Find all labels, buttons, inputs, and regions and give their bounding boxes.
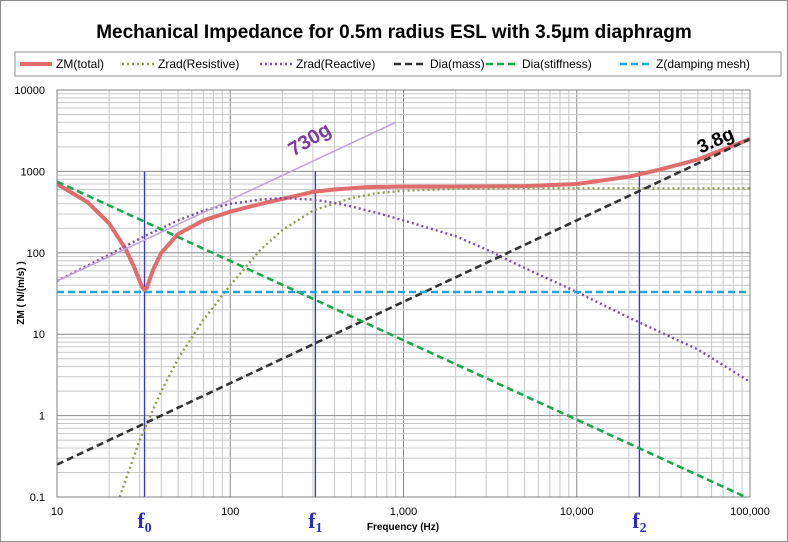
- x-tick-label: 1,000: [390, 506, 418, 518]
- marker-label-f1: f1: [308, 508, 322, 536]
- x-tick-labels: 10 100 1,000 10,000 100,000: [51, 506, 770, 518]
- legend-label: Dia(mass): [430, 57, 485, 71]
- legend-label: Z(damping mesh): [656, 57, 750, 71]
- series-730g: [57, 121, 396, 282]
- series-dia-stiffness: [57, 180, 749, 497]
- x-tick-label: 100,000: [730, 506, 770, 518]
- marker-subscript: 1: [316, 521, 323, 536]
- y-tick-label: 1000: [21, 166, 45, 178]
- y-tick-label: 0.1: [30, 492, 45, 504]
- y-tick-label: 10: [33, 329, 45, 341]
- marker-label-f2: f2: [632, 508, 646, 536]
- grid: [56, 90, 750, 498]
- marker-subscript: 0: [145, 521, 152, 536]
- y-tick-label: 100: [27, 248, 45, 260]
- plot-border: [56, 89, 751, 498]
- series-dia-mass: [57, 137, 750, 466]
- y-tick-label: 10000: [14, 85, 45, 97]
- marker-label-f0: f0: [137, 508, 151, 536]
- marker-subscript: 2: [640, 521, 647, 536]
- legend-label: Zrad(Resistive): [158, 57, 239, 71]
- y-tick-labels: 0.1 1 10 100 1000 10000: [14, 85, 45, 504]
- frequency-markers: [143, 171, 641, 497]
- x-tick-label: 10,000: [560, 506, 594, 518]
- x-axis-label: Frequency (Hz): [367, 522, 439, 533]
- legend-label: Dia(stiffness): [522, 57, 592, 71]
- series-group: [57, 121, 750, 497]
- y-tick-label: 1: [39, 411, 45, 423]
- legend-label: Zrad(Reactive): [296, 57, 375, 71]
- legend-label: ZM(total): [56, 57, 104, 71]
- series-zm-total: [57, 137, 750, 292]
- x-tick-label: 10: [51, 506, 63, 518]
- chart-title: Mechanical Impedance for 0.5m radius ESL…: [96, 22, 692, 43]
- x-tick-label: 100: [221, 506, 239, 518]
- y-axis-label: ZM ( N/(m/s) ): [16, 261, 27, 324]
- legend: ZM(total) Zrad(Resistive) Zrad(Reactive) Di…: [20, 57, 750, 71]
